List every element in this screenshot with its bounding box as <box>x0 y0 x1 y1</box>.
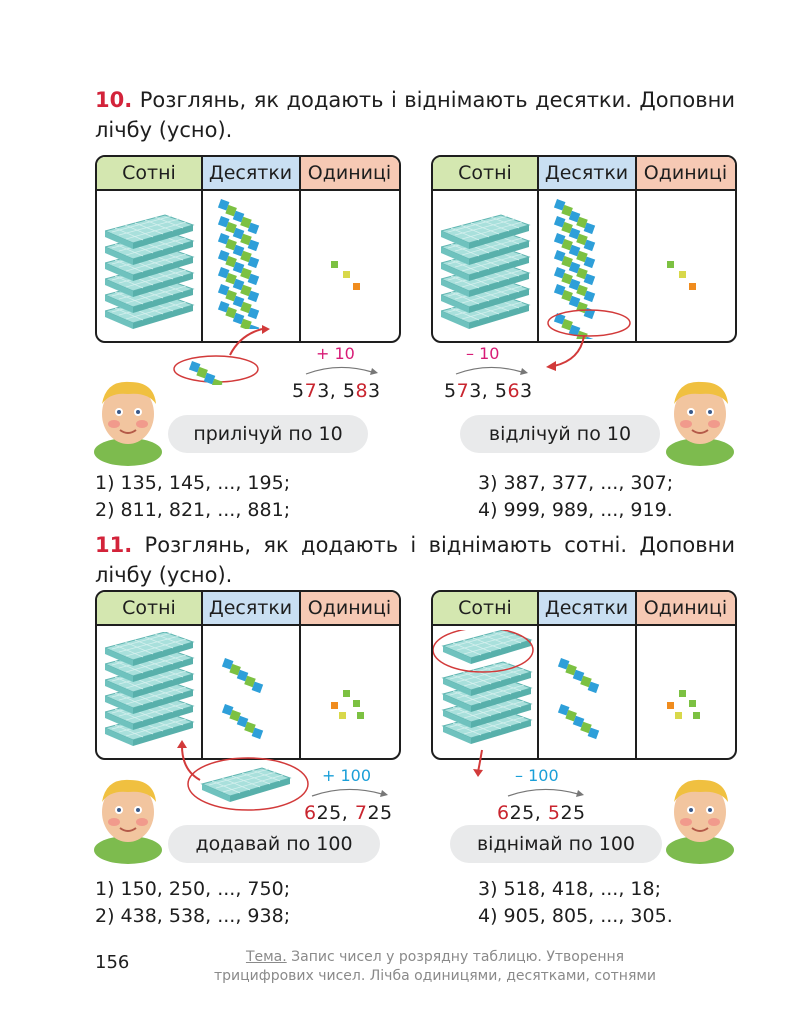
sequence-item: 1) 150, 250, ..., 750; <box>95 878 291 900</box>
page-number: 156 <box>95 952 130 973</box>
header-tens: Десятки <box>538 157 635 189</box>
sequence-item: 2) 438, 538, ..., 938; <box>95 905 291 927</box>
header-ones: Одиниці <box>636 157 735 189</box>
number-line: 573, 563 <box>444 380 533 402</box>
task-11-heading: 11. Розглянь, як додають і віднімають со… <box>95 530 735 590</box>
number-line: 625, 525 <box>497 802 586 824</box>
sequence-item: 1) 135, 145, ..., 195; <box>95 472 291 494</box>
sequence-item: 2) 811, 821, ..., 881; <box>95 499 291 521</box>
sequence-item: 4) 999, 989, ..., 919. <box>478 499 673 521</box>
boy-illustration <box>93 778 163 864</box>
operation-label: + 10 <box>316 344 355 363</box>
hundred-flat-icon <box>105 632 194 747</box>
operation-label: + 100 <box>322 766 372 785</box>
sequence-item: 3) 518, 418, ..., 18; <box>478 878 662 900</box>
unit-cube-icon <box>331 261 360 290</box>
speech-bubble: прилічуй по 10 <box>168 415 368 453</box>
curved-arrow-icon <box>473 749 483 777</box>
task-text: Розглянь, як додають і віднімають десятк… <box>95 88 735 142</box>
curved-arrow-icon <box>305 366 378 375</box>
ten-rod-icon <box>557 658 600 740</box>
unit-cube-icon <box>667 261 696 290</box>
number-line: 625, 725 <box>304 802 393 824</box>
place-value-table-11-right: Сотні Десятки Одиниці <box>431 590 737 760</box>
curved-arrow-icon <box>311 788 388 797</box>
header-hundreds: Сотні <box>97 592 201 624</box>
curved-arrow-icon <box>507 788 584 797</box>
header-tens: Десятки <box>202 592 299 624</box>
unit-cube-icon <box>331 690 364 719</box>
sequence-item: 4) 905, 805, ..., 305. <box>478 905 673 927</box>
curved-arrow-icon <box>177 740 309 811</box>
curved-arrow-icon <box>546 335 585 371</box>
operation-label: – 10 <box>466 344 500 363</box>
curved-arrow-icon <box>455 366 528 375</box>
hundred-flat-icon <box>441 214 530 330</box>
header-ones: Одиниці <box>300 592 399 624</box>
number-line: 573, 583 <box>292 380 381 402</box>
ten-rod-icon <box>217 199 260 329</box>
topic-line-2: трицифрових чисел. Лічба одиницями, деся… <box>213 968 657 984</box>
header-tens: Десятки <box>202 157 299 189</box>
curved-arrow-icon <box>173 325 270 385</box>
place-value-table-11-left: Сотні Десятки Одиниці <box>95 590 401 760</box>
header-hundreds: Сотні <box>433 157 537 189</box>
topic-line-1: Запис чисел у розрядну таблицю. Утворенн… <box>286 949 625 965</box>
operation-label: – 100 <box>515 766 559 785</box>
place-value-table-10-left: Сотні Десятки Одиниці <box>95 155 401 343</box>
sequence-item: 3) 387, 377, ..., 307; <box>478 472 674 494</box>
task-text: Розглянь, як додають і віднімають сотні.… <box>95 533 735 587</box>
header-tens: Десятки <box>538 592 635 624</box>
hundred-flat-icon <box>433 630 534 745</box>
topic-label: Тема. <box>245 949 287 965</box>
unit-cube-icon <box>667 690 700 719</box>
speech-bubble: відлічуй по 10 <box>460 415 660 453</box>
boy-illustration <box>665 380 735 466</box>
highlight-ellipse <box>547 309 631 337</box>
speech-bubble: додавай по 100 <box>168 825 380 863</box>
task-10-heading: 10. Розглянь, як додають і віднімають де… <box>95 85 735 145</box>
ten-rod-icon <box>221 658 264 740</box>
task-number: 10. <box>95 88 133 112</box>
header-hundreds: Сотні <box>97 157 201 189</box>
header-ones: Одиниці <box>300 157 399 189</box>
task-number: 11. <box>95 533 133 557</box>
place-value-table-10-right: Сотні Десятки Одиниці <box>431 155 737 343</box>
boy-illustration <box>665 778 735 864</box>
speech-bubble: віднімай по 100 <box>450 825 662 863</box>
header-ones: Одиниці <box>636 592 735 624</box>
header-hundreds: Сотні <box>433 592 537 624</box>
topic-footer: Тема. Запис чисел у розрядну таблицю. Ут… <box>200 948 670 986</box>
hundred-flat-icon <box>105 214 194 330</box>
boy-illustration <box>93 380 163 466</box>
